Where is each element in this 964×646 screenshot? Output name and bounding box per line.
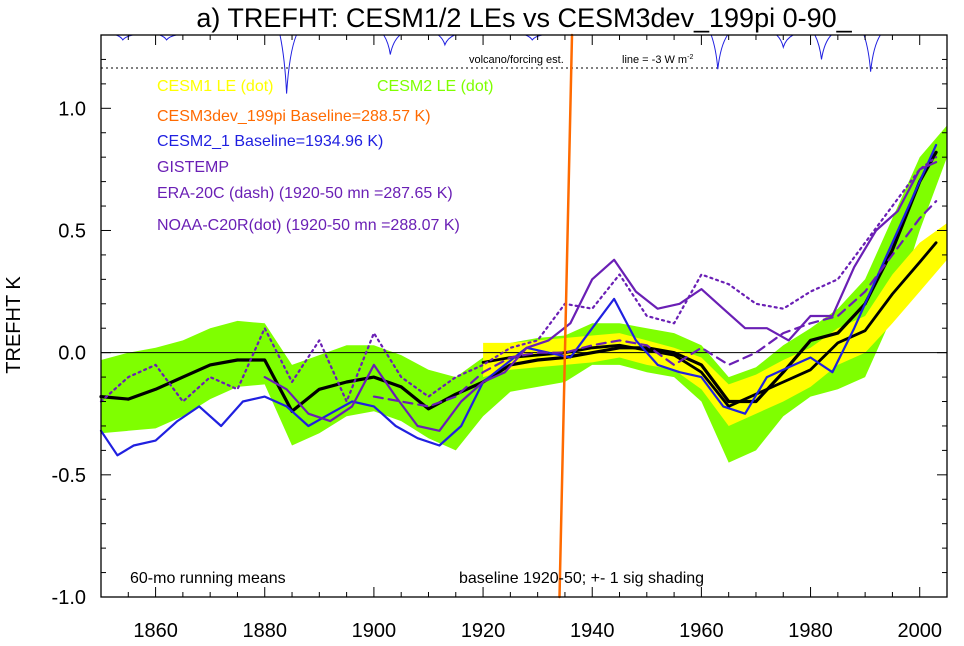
legend-entry-era-20c-dash-1920-50-mn-287-65-k: ERA-20C (dash) (1920-50 mn =287.65 K): [157, 185, 453, 202]
x-tick-label-1920: 1920: [461, 620, 506, 641]
x-tick-label-1940: 1940: [570, 620, 615, 641]
plot-frame: [100, 34, 948, 598]
x-tick-label-2000: 2000: [897, 620, 942, 641]
series-layer: [99, 33, 938, 599]
y-tick-label-4: -1.0: [52, 587, 86, 609]
legend-entry-gistemp: GISTEMP: [157, 159, 229, 176]
x-tick-label-1900: 1900: [352, 620, 397, 641]
annotation-bottom-right: baseline 1920-50; +- 1 sig shading: [459, 570, 704, 587]
y-tick-label-0: 1.0: [58, 98, 86, 120]
annotation-volcano-scale-text: line = -3 W m: [622, 54, 687, 66]
x-tick-label-1880: 1880: [242, 620, 287, 641]
y-axis-label: TREFHT K: [3, 276, 25, 374]
series-cesm3dev-199pi: [558, 33, 574, 599]
legend-entry-noaa-c20r-dot-1920-50-mn-288-07-k: NOAA-C20R(dot) (1920-50 mn =288.07 K): [157, 217, 460, 234]
axes-layer: 1860 1880 1900 1920 1940 1960 1980 2000 1.0 0.5 0.…: [52, 34, 948, 642]
annotation-volcano-scale: line = -3 W m-2: [622, 54, 693, 66]
series-era-20c: [372, 200, 938, 408]
band-cesm2-le: [101, 125, 947, 463]
annotation-volcano-scale-sup: -2: [687, 54, 693, 61]
x-tick-label-1980: 1980: [788, 620, 833, 641]
y-tick-label-3: -0.5: [52, 465, 86, 487]
x-tick-label-1960: 1960: [679, 620, 724, 641]
x-tick-label-1860: 1860: [133, 620, 178, 641]
y-tick-label-2: 0.0: [58, 343, 86, 365]
legend-entry-cesm3dev-199pi-baseline-288-57-k: CESM3dev_199pi Baseline=288.57 K): [157, 108, 431, 125]
chart-title: a) TREFHT: CESM1/2 LEs vs CESM3dev_199pi…: [196, 3, 852, 33]
series-gistemp: [263, 161, 938, 432]
annotation-volcano: volcano/forcing est.: [469, 54, 564, 66]
legend-entry-cesm2-1-baseline-1934-96-k: CESM2_1 Baseline=1934.96 K): [157, 133, 383, 150]
legend-entry-cesm1-le-dot: CESM1 LE (dot): [157, 78, 273, 95]
series-noaa-c20r: [99, 156, 938, 403]
legend: CESM1 LE (dot) CESM2 LE (dot) CESM3dev_199…: [157, 78, 493, 234]
series-cesm2-le: [99, 150, 938, 413]
y-tick-label-1: 0.5: [58, 220, 86, 242]
annotation-bottom-left: 60-mo running means: [130, 570, 286, 587]
legend-entry-cesm2-le-dot: CESM2 LE (dot): [377, 78, 493, 95]
